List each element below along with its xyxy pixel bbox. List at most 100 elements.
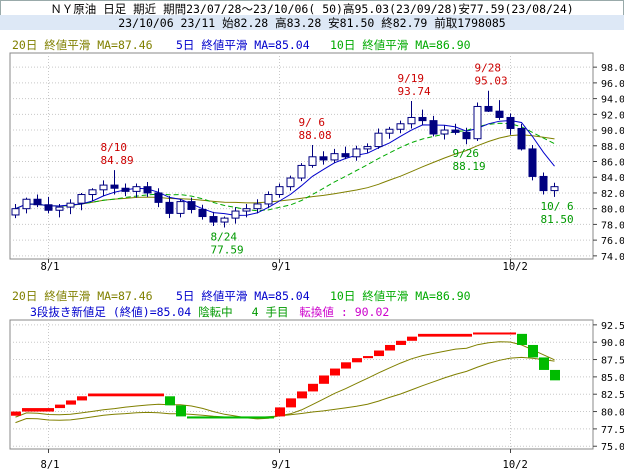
candle-body — [286, 177, 295, 188]
newprice-brick — [374, 350, 384, 357]
newprice-brick — [176, 405, 186, 417]
candle-body — [451, 129, 460, 133]
newprice-brick — [385, 344, 395, 351]
candle-body — [154, 192, 163, 203]
sub-xtick-label: 8/1 — [41, 459, 60, 471]
annotation-value: 81.50 — [541, 213, 574, 226]
ma5-label: 5日 終値平滑 MA=85.04 — [176, 38, 310, 52]
main-ytick-label: 90.00 — [601, 126, 624, 137]
newprice-brick — [407, 336, 417, 341]
candle-body — [374, 132, 383, 148]
newprice-brick — [55, 404, 65, 409]
candle-body — [55, 206, 64, 211]
candle-body — [440, 129, 449, 135]
annotation-date: 9/19 — [398, 72, 425, 85]
main-ytick-label: 78.00 — [601, 220, 624, 231]
candle-body — [319, 156, 328, 161]
sub-xtick-label: 10/2 — [503, 459, 528, 471]
newprice-brick — [88, 393, 164, 397]
newprice-brick — [396, 340, 406, 345]
annotation-date: 9/26 — [453, 147, 480, 160]
candle-body — [77, 194, 86, 204]
newprice-brick — [539, 357, 549, 370]
newprice-brick — [308, 383, 318, 392]
sub-chart-grid — [9, 319, 594, 450]
newprice-brick — [319, 375, 329, 384]
candle-body — [176, 201, 185, 214]
newprice-count: 4 手目 — [251, 305, 289, 319]
main-xtick-label: 9/1 — [272, 261, 291, 273]
candle-body — [33, 198, 42, 206]
main-chart-candles — [11, 90, 559, 228]
candle-body — [495, 110, 504, 118]
main-xtick-label: 10/2 — [503, 261, 528, 273]
candle-body — [528, 148, 537, 177]
candle-body — [132, 186, 141, 192]
sub-plot-frame — [9, 319, 594, 450]
main-xtick-label: 8/1 — [41, 261, 60, 273]
ma10-line — [15, 122, 555, 212]
annotation-date: 8/24 — [211, 231, 238, 244]
newprice-brick — [363, 356, 373, 359]
annotation-value: 84.89 — [101, 154, 134, 167]
newprice-brick — [286, 398, 296, 408]
annotation-date: 8/10 — [101, 141, 128, 154]
candle-body — [297, 164, 306, 179]
ma20-label: 20日 終値平滑 MA=87.46 — [12, 38, 153, 52]
main-ytick-label: 86.00 — [601, 158, 624, 169]
sub-ytick-label: 75.00 — [601, 442, 624, 453]
candle-body — [308, 156, 317, 166]
newprice-brick — [165, 396, 175, 406]
candle-body — [231, 210, 240, 219]
main-ytick-label: 76.00 — [601, 236, 624, 247]
newprice-brick — [11, 411, 21, 416]
candle-body — [517, 127, 526, 150]
newprice-prefix: 3段抜き新値足 (終値)=85.04 — [30, 305, 192, 319]
candle-body — [352, 148, 361, 158]
sub-chart-bricks — [11, 332, 560, 419]
candle-body — [407, 116, 416, 125]
candle-body — [473, 105, 482, 140]
sub-ytick-label: 90.00 — [601, 338, 624, 349]
newprice-brick — [22, 408, 54, 412]
candle-body — [22, 198, 31, 210]
sub-ytick-label: 82.50 — [601, 390, 624, 401]
sub-ma20-label: 20日 終値平滑 MA=87.46 — [12, 289, 153, 303]
candle-body — [385, 128, 394, 134]
newprice-brick — [528, 344, 538, 358]
candle-body — [187, 201, 196, 210]
candle-body — [418, 116, 427, 122]
candle-body — [330, 153, 339, 161]
candle-body — [462, 131, 471, 140]
newprice-brick — [77, 396, 87, 401]
main-ytick-label: 94.00 — [601, 95, 624, 106]
newprice-brick — [187, 416, 274, 419]
sub-xtick-label: 9/1 — [272, 459, 291, 471]
newprice-info: 3段抜き新値足 (終値)=85.04 陰転中 4 手目 転換値 : 90.02 — [30, 304, 389, 320]
ma10-label: 10日 終値平滑 MA=86.90 — [330, 38, 471, 52]
newprice-brick — [517, 333, 527, 345]
newprice-brick — [330, 368, 340, 376]
sub-ma5-label: 5日 終値平滑 MA=85.04 — [176, 289, 310, 303]
candle-body — [275, 186, 284, 196]
annotation-value: 88.08 — [299, 129, 332, 142]
candle-body — [550, 186, 559, 192]
candle-body — [341, 153, 350, 158]
main-ytick-label: 80.00 — [601, 205, 624, 216]
candle-body — [264, 194, 273, 205]
annotation-value: 95.03 — [475, 75, 508, 88]
annotation-date: 9/28 — [475, 62, 502, 75]
sub-ytick-label: 77.50 — [601, 425, 624, 436]
candle-body — [121, 187, 130, 192]
candle-body — [110, 184, 119, 189]
sub-chart-axes: 75.00 77.50 80.00 82.50 85.00 87.50 90.00 92.50… — [41, 321, 624, 471]
newprice-brick — [352, 358, 362, 363]
newprice-brick — [550, 369, 560, 381]
candle-body — [11, 208, 20, 216]
newprice-brick — [418, 333, 472, 337]
sub-ytick-label: 87.50 — [601, 356, 624, 367]
newprice-brick — [341, 362, 351, 369]
candle-body — [253, 203, 262, 210]
sub-ytick-label: 92.50 — [601, 321, 624, 332]
